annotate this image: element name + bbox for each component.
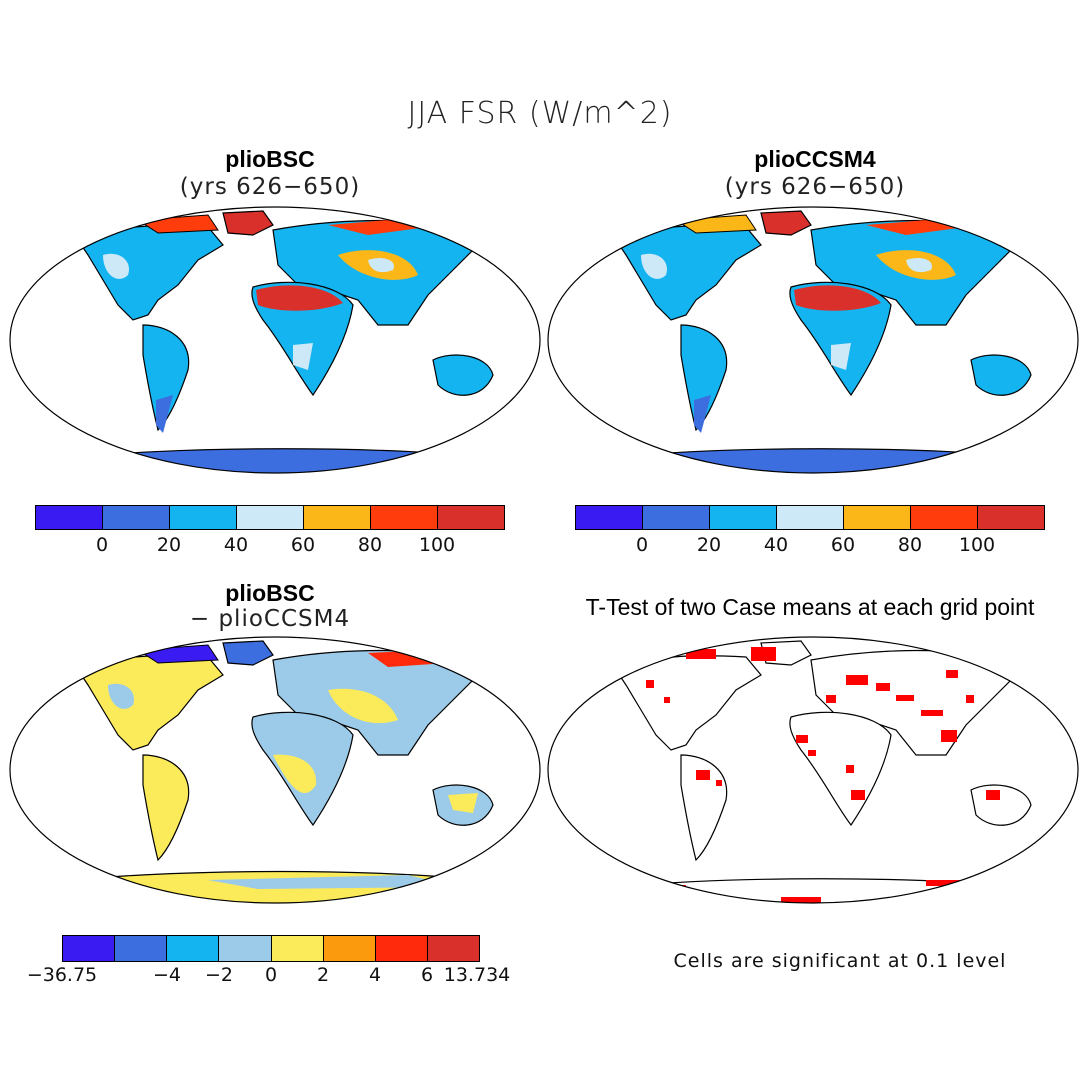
- colorbar-pliobsc-swatch: [103, 506, 170, 529]
- colorbar-plioccsm4-swatch: [576, 506, 643, 529]
- colorbar-difference-swatch: [167, 936, 220, 961]
- colorbar-plioccsm4-tick: 100: [958, 534, 996, 556]
- colorbar-difference-tick: −4: [152, 964, 182, 986]
- map-ttest: [547, 636, 1079, 904]
- panel-1-title: plioBSC: [225, 146, 315, 172]
- colorbar-plioccsm4-swatch: [844, 506, 911, 529]
- colorbar-pliobsc-swatch: [170, 506, 237, 529]
- colorbar-plioccsm4-tick: 80: [897, 534, 923, 556]
- colorbar-pliobsc-swatch: [371, 506, 438, 529]
- colorbar-pliobsc-tick: 60: [290, 534, 316, 556]
- colorbar-plioccsm4-swatch: [777, 506, 844, 529]
- colorbar-pliobsc-tick: 40: [223, 534, 249, 556]
- colorbar-plioccsm4-swatch: [978, 506, 1044, 529]
- colorbar-difference-tick: 13.734: [443, 964, 511, 986]
- colorbar-plioccsm4: [575, 505, 1045, 530]
- colorbar-difference-swatch: [375, 936, 428, 961]
- colorbar-difference-swatch: [427, 936, 479, 961]
- colorbar-plioccsm4-swatch: [911, 506, 978, 529]
- significance-note: Cells are significant at 0.1 level: [673, 950, 1007, 972]
- colorbar-difference-tick: 2: [316, 964, 330, 986]
- colorbar-difference-tick: −2: [204, 964, 234, 986]
- colorbar-plioccsm4-tick: 60: [830, 534, 856, 556]
- colorbar-plioccsm4-tick: 20: [696, 534, 722, 556]
- panel-1-subtitle: (yrs 626−650): [179, 174, 361, 200]
- map-plioccsm4: [547, 206, 1079, 474]
- figure-title: JJA FSR (W/m^2): [407, 96, 673, 131]
- panel-2-title: plioCCSM4: [754, 146, 876, 172]
- colorbar-plioccsm4-tick: 0: [635, 534, 649, 556]
- colorbar-difference-swatch: [271, 936, 324, 961]
- map-pliobsc: [9, 206, 541, 474]
- colorbar-plioccsm4-swatch: [643, 506, 710, 529]
- colorbar-pliobsc-swatch: [237, 506, 304, 529]
- colorbar-difference-tick: 4: [368, 964, 382, 986]
- colorbar-plioccsm4-swatch: [710, 506, 777, 529]
- colorbar-pliobsc-swatch: [304, 506, 371, 529]
- colorbar-pliobsc-tick: 0: [95, 534, 109, 556]
- colorbar-plioccsm4-tick: 40: [763, 534, 789, 556]
- colorbar-pliobsc-tick: 80: [357, 534, 383, 556]
- colorbar-pliobsc-tick: 100: [418, 534, 456, 556]
- map-difference: [9, 636, 541, 904]
- colorbar-difference-tick: 0: [264, 964, 278, 986]
- colorbar-difference-tick: 6: [420, 964, 434, 986]
- panel-3-title: plioBSC: [225, 580, 315, 606]
- colorbar-difference-swatch: [63, 936, 116, 961]
- panel-2-subtitle: (yrs 626−650): [724, 174, 906, 200]
- colorbar-pliobsc-tick: 20: [156, 534, 182, 556]
- colorbar-difference-swatch: [323, 936, 376, 961]
- panel-3-subtitle: − plioCCSM4: [189, 606, 351, 632]
- colorbar-pliobsc: [35, 505, 505, 530]
- colorbar-difference-tick: −36.75: [26, 964, 98, 986]
- panel-4-title: T-Test of two Case means at each grid po…: [585, 594, 1035, 620]
- colorbar-pliobsc-swatch: [438, 506, 504, 529]
- colorbar-difference: [62, 935, 480, 962]
- colorbar-difference-swatch: [115, 936, 168, 961]
- colorbar-pliobsc-swatch: [36, 506, 103, 529]
- colorbar-difference-swatch: [219, 936, 272, 961]
